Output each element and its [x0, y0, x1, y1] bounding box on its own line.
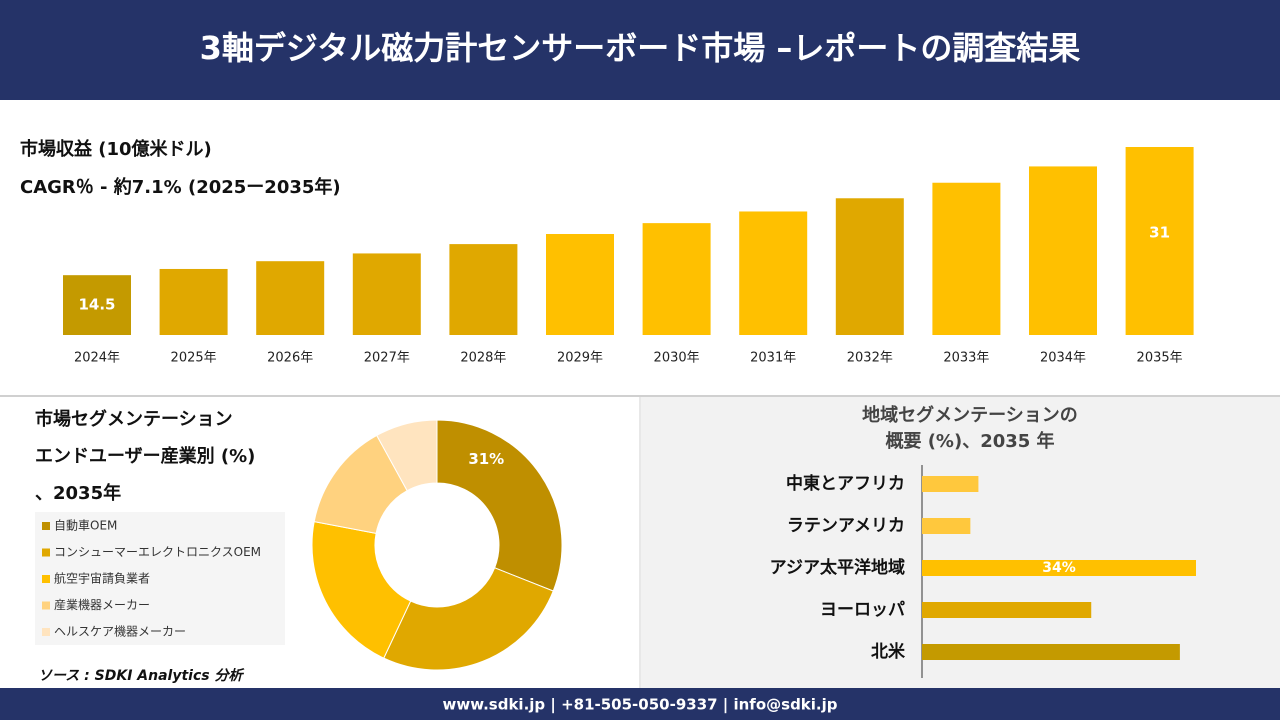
x-tick-label: 2024年 — [74, 351, 120, 366]
x-tick-label: 2031年 — [750, 351, 796, 366]
x-tick-label: 2034年 — [1040, 351, 1086, 366]
data-label: 34% — [1042, 560, 1076, 576]
y-tick-label: ラテンアメリカ — [787, 516, 905, 536]
x-tick-label: 2033年 — [943, 351, 989, 366]
legend-swatch — [42, 522, 50, 530]
y-tick-label: アジア太平洋地域 — [770, 557, 905, 578]
x-tick-label: 2025年 — [171, 351, 217, 366]
bar — [922, 476, 979, 492]
data-label: 14.5 — [78, 296, 115, 314]
bar — [63, 275, 131, 335]
bar — [835, 198, 904, 335]
legend-label: コンシューマーエレクトロニクスOEM — [54, 545, 261, 559]
donut-segment — [436, 419, 563, 592]
source-note: ソース : SDKI Analytics 分析 — [38, 667, 245, 684]
donut-segment — [383, 567, 554, 671]
chart-title: 、2035年 — [35, 482, 121, 504]
bar — [922, 602, 1092, 618]
bar — [546, 234, 614, 335]
data-label: 31 — [1149, 224, 1170, 242]
x-tick-label: 2029年 — [557, 351, 603, 366]
legend-swatch — [42, 601, 50, 610]
donut-segment — [376, 419, 438, 492]
x-tick-label: 2035年 — [1137, 351, 1183, 366]
chart-title: エンドユーザー産業別 (%) — [35, 445, 255, 467]
donut-segment — [311, 520, 412, 659]
y-tick-label: 中東とアフリカ — [786, 473, 905, 494]
bar — [352, 253, 421, 335]
footer-contact: www.sdki.jp | +81-505-050-9337 | info@sd… — [442, 696, 837, 715]
legend-label: 航空宇宙請負業者 — [54, 572, 150, 586]
region-panel — [641, 397, 1280, 688]
bar — [1125, 147, 1194, 335]
footer-bar — [0, 688, 1280, 720]
legend-label: ヘルスケア機器メーカー — [54, 625, 186, 639]
bar — [922, 518, 971, 534]
x-tick-label: 2030年 — [654, 351, 700, 366]
bar — [932, 182, 1001, 335]
x-tick-label: 2028年 — [460, 351, 506, 366]
chart-subtitle: CAGR％ - 約7.1% (2025ー2035年) — [20, 176, 341, 198]
y-tick-label: 北米 — [871, 641, 906, 662]
bar — [1029, 166, 1097, 335]
y-tick-label: ヨーロッパ — [820, 600, 905, 620]
legend-label: 自動車OEM — [54, 519, 117, 533]
legend-label: 産業機器メーカー — [54, 598, 150, 612]
chart-title: 市場セグメンテーション — [35, 408, 233, 430]
bar — [642, 223, 711, 335]
bar — [739, 211, 808, 335]
data-label: 31% — [468, 450, 504, 468]
bar — [922, 644, 1180, 660]
legend-swatch — [42, 628, 50, 636]
legend-swatch — [42, 575, 50, 583]
chart-title: 概要 (%)、2035 年 — [885, 430, 1054, 452]
legend-box — [35, 512, 285, 645]
page-title: 3軸デジタル磁力計センサーボード市場 –レポートの調査結果 — [200, 29, 1081, 67]
x-tick-label: 2027年 — [364, 351, 410, 366]
x-tick-label: 2026年 — [267, 351, 313, 366]
chart-title: 市場収益 (10億米ドル) — [20, 138, 212, 160]
legend-swatch — [42, 548, 50, 557]
bar — [449, 244, 518, 335]
bar — [159, 268, 228, 335]
bar — [922, 560, 1196, 576]
x-tick-label: 2032年 — [847, 351, 893, 366]
bar — [256, 261, 325, 335]
chart-title: 地域セグメンテーションの — [862, 404, 1078, 426]
header-bar — [0, 0, 1280, 100]
